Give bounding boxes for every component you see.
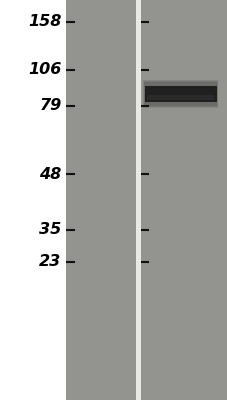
- Bar: [135, 0, 141, 400]
- Bar: [143, 81, 217, 107]
- Text: 35: 35: [39, 222, 61, 238]
- Text: 79: 79: [39, 98, 61, 114]
- Text: 106: 106: [28, 62, 61, 78]
- Bar: [143, 80, 217, 108]
- Bar: [143, 82, 216, 106]
- Bar: [144, 86, 216, 102]
- Bar: [66, 0, 135, 400]
- Text: 48: 48: [39, 166, 61, 182]
- Text: 158: 158: [28, 14, 61, 30]
- Bar: [146, 96, 213, 100]
- Bar: [141, 0, 227, 400]
- Text: 23: 23: [39, 254, 61, 270]
